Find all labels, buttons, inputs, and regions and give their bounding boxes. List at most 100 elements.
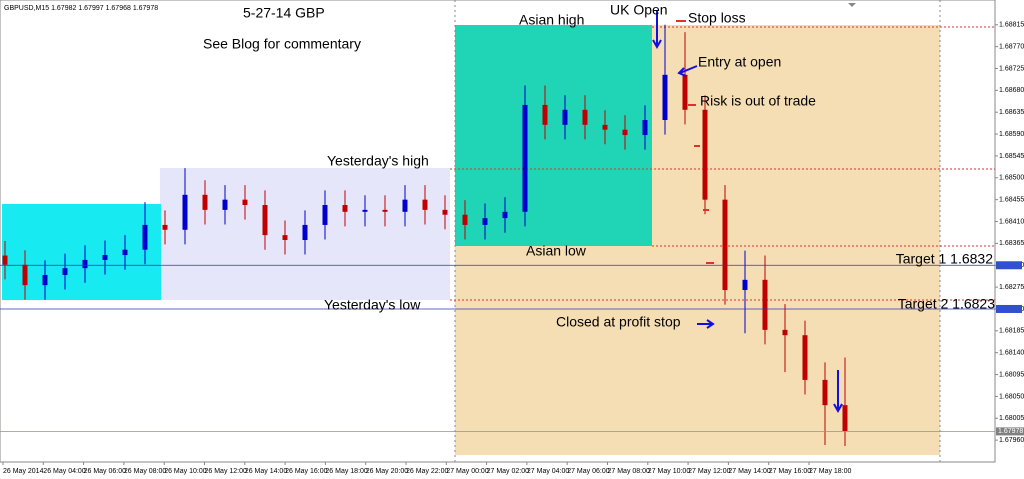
asian-box bbox=[455, 25, 652, 246]
y-tick-label: 1.68680 bbox=[999, 87, 1024, 94]
target-price-box bbox=[996, 261, 1022, 270]
y-tick-label: 1.68455 bbox=[999, 197, 1024, 204]
annotation: See Blog for commentary bbox=[203, 36, 361, 52]
x-tick-label: 26 May 2014 bbox=[3, 468, 44, 475]
x-tick-label: 27 May 12:00 bbox=[688, 468, 731, 475]
y-tick-label: 1.68815 bbox=[999, 22, 1024, 29]
x-tick-label: 26 May 22:00 bbox=[406, 468, 449, 475]
target-price-box bbox=[996, 304, 1022, 313]
yesterday-asian-box bbox=[2, 204, 161, 300]
candle-body bbox=[642, 119, 648, 136]
candle-body bbox=[482, 218, 488, 225]
x-tick-label: 26 May 14:00 bbox=[245, 468, 288, 475]
x-tick-label: 26 May 04:00 bbox=[43, 468, 86, 475]
annotation: Target 1 1.6832 bbox=[896, 251, 994, 267]
candle-body bbox=[282, 235, 288, 240]
candle-body bbox=[82, 259, 88, 269]
x-tick-label: 26 May 06:00 bbox=[84, 468, 127, 475]
candle-body bbox=[22, 264, 28, 286]
x-tick-label: 26 May 12:00 bbox=[205, 468, 248, 475]
annotation: Target 2 1.6823 bbox=[898, 296, 996, 312]
y-tick-label: 1.68635 bbox=[999, 109, 1024, 116]
candle-body bbox=[202, 194, 208, 210]
y-tick-label: 1.68095 bbox=[999, 371, 1024, 378]
x-tick-label: 26 May 20:00 bbox=[366, 468, 409, 475]
candle-body bbox=[122, 249, 128, 256]
arrow bbox=[833, 370, 843, 414]
x-tick-label: 27 May 14:00 bbox=[728, 468, 771, 475]
current-price-label: 1.67978 bbox=[998, 428, 1023, 435]
marks bbox=[2, 24, 848, 446]
y-tick-label: 1.68050 bbox=[999, 393, 1024, 400]
y-tick-label: 1.68365 bbox=[999, 240, 1024, 247]
candle-body bbox=[62, 268, 68, 275]
y-tick-label: 1.68770 bbox=[999, 43, 1024, 50]
annotation: Risk is out of trade bbox=[700, 93, 816, 109]
y-tick-label: 1.68545 bbox=[999, 153, 1024, 160]
candle-body bbox=[142, 224, 148, 250]
arrows bbox=[652, 10, 843, 414]
x-tick-label: 26 May 08:00 bbox=[124, 468, 167, 475]
candle-body bbox=[342, 205, 348, 212]
candle-body bbox=[762, 279, 768, 330]
trade-markers bbox=[676, 20, 714, 264]
annotation: Stop loss bbox=[688, 10, 746, 26]
y-tick-label: 1.68140 bbox=[999, 350, 1024, 357]
annotation: Yesterday's high bbox=[327, 153, 429, 169]
candle-body bbox=[462, 214, 468, 225]
x-tick-label: 26 May 10:00 bbox=[164, 468, 207, 475]
candle-body bbox=[782, 329, 788, 336]
annotation: Asian low bbox=[526, 243, 587, 259]
annotation: Entry at open bbox=[698, 54, 781, 70]
x-tick-label: 27 May 02:00 bbox=[487, 468, 530, 475]
candle-body bbox=[322, 205, 328, 225]
y-tick-label: 1.67960 bbox=[999, 437, 1024, 444]
arrow bbox=[677, 65, 698, 77]
candle-body bbox=[802, 335, 808, 380]
y-tick-label: 1.68725 bbox=[999, 65, 1024, 72]
annotation: Closed at profit stop bbox=[556, 314, 681, 330]
candle-body bbox=[542, 104, 548, 125]
candle-body bbox=[662, 74, 668, 120]
y-tick-label: 1.68500 bbox=[999, 175, 1024, 182]
annotation: 5-27-14 GBP bbox=[243, 5, 325, 21]
x-tick-label: 27 May 18:00 bbox=[809, 468, 852, 475]
candle-body bbox=[822, 379, 828, 406]
candle-body bbox=[742, 279, 748, 291]
candle-body bbox=[422, 199, 428, 210]
candle-body bbox=[102, 255, 108, 260]
annotation: Asian high bbox=[519, 12, 584, 28]
y-tick-label: 1.68185 bbox=[999, 328, 1024, 335]
x-tick-label: 27 May 04:00 bbox=[527, 468, 570, 475]
candle-body bbox=[682, 74, 688, 110]
x-tick-label: 26 May 18:00 bbox=[325, 468, 368, 475]
x-tick-label: 27 May 00:00 bbox=[446, 468, 489, 475]
x-tick-label: 26 May 16:00 bbox=[285, 468, 328, 475]
x-tick-label: 27 May 06:00 bbox=[567, 468, 610, 475]
candle-body bbox=[182, 194, 188, 230]
annotation: Yesterday's low bbox=[324, 297, 421, 313]
annotation: UK Open bbox=[610, 2, 668, 18]
candle-body bbox=[402, 199, 408, 212]
candle-body bbox=[42, 274, 48, 286]
candle-body bbox=[2, 255, 8, 265]
y-tick-label: 1.68275 bbox=[999, 284, 1024, 291]
candle-body bbox=[842, 405, 848, 432]
candle-body bbox=[502, 211, 508, 219]
scroll-icon bbox=[848, 3, 856, 7]
candle-body bbox=[162, 224, 168, 230]
candle-body bbox=[382, 209, 388, 212]
current-price-box bbox=[996, 427, 1024, 436]
arrow bbox=[697, 319, 715, 329]
y-tick-label: 1.68410 bbox=[999, 218, 1024, 225]
x-tick-label: 27 May 16:00 bbox=[769, 468, 812, 475]
y-tick-label: 1.68005 bbox=[999, 415, 1024, 422]
header: GBPUSD,M15 1.67982 1.67997 1.67968 1.679… bbox=[4, 5, 158, 12]
candle-body bbox=[262, 205, 268, 236]
x-tick-label: 27 May 08:00 bbox=[608, 468, 651, 475]
candle-body bbox=[702, 109, 708, 200]
arrow bbox=[652, 10, 662, 50]
candle-body bbox=[562, 109, 568, 125]
x-tick-label: 27 May 10:00 bbox=[648, 468, 691, 475]
